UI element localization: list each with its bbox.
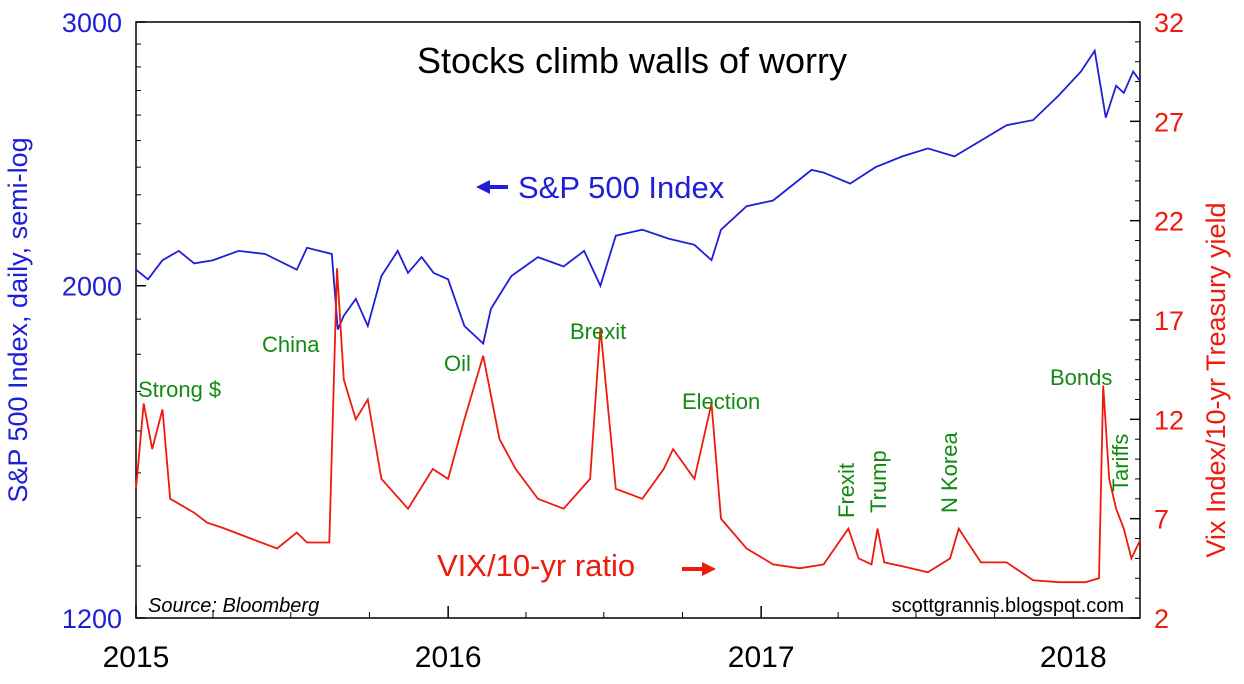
- annotation-trump: Trump: [866, 450, 891, 513]
- vix-label: VIX/10-yr ratio: [437, 548, 635, 583]
- left-tick-label: 2000: [62, 272, 122, 302]
- sp500-label: S&P 500 Index: [518, 170, 725, 205]
- series-line-sp500: [135, 48, 1141, 346]
- annotation-oil: Oil: [444, 351, 471, 376]
- x-tick-label: 2018: [1040, 641, 1107, 674]
- left-axis-tick-labels: 1200 2000 3000: [62, 8, 122, 634]
- x-tick-label: 2017: [728, 641, 795, 674]
- right-tick-label: 32: [1154, 8, 1184, 38]
- right-tick-label: 27: [1154, 107, 1184, 137]
- annotation-n-korea: N Korea: [937, 432, 962, 513]
- right-tick-label: 17: [1154, 306, 1184, 336]
- chart-title: Stocks climb walls of worry: [417, 40, 847, 81]
- credit-note: scottgrannis.blogspot.com: [892, 595, 1124, 617]
- sp500-series-label: S&P 500 Index: [476, 170, 725, 205]
- right-arrow-icon: [682, 562, 716, 576]
- annotation-strong-dollar: Strong $: [138, 377, 221, 402]
- left-tick-label: 3000: [62, 8, 122, 38]
- left-tick-label: 1200: [62, 604, 122, 634]
- x-axis-tick-labels: 2015 2016 2017 2018: [103, 641, 1107, 674]
- right-tick-label: 7: [1154, 505, 1169, 535]
- annotation-election: Election: [682, 389, 760, 414]
- series-line-vix-ratio: [135, 268, 1141, 584]
- x-tick-label: 2015: [103, 641, 170, 674]
- left-axis-label: S&P 500 Index, daily, semi-log: [3, 137, 33, 502]
- plot-frame: [135, 21, 1141, 619]
- annotation-tariffs: Tariffs: [1108, 434, 1133, 492]
- annotation-brexit: Brexit: [570, 319, 626, 344]
- tick-marks: [135, 21, 1140, 619]
- right-axis-label: Vix Index/10-yr Treasury yield: [1201, 202, 1231, 557]
- x-tick-label: 2016: [415, 641, 482, 674]
- right-tick-label: 2: [1154, 604, 1169, 634]
- annotation-bonds: Bonds: [1050, 365, 1112, 390]
- annotation-frexit: Frexit: [834, 463, 859, 518]
- source-note: Source: Bloomberg: [148, 595, 319, 617]
- annotation-china: China: [262, 332, 320, 357]
- vix-series-label: VIX/10-yr ratio: [437, 548, 716, 583]
- right-tick-label: 22: [1154, 207, 1184, 237]
- right-tick-label: 12: [1154, 405, 1184, 435]
- left-arrow-icon: [476, 180, 508, 194]
